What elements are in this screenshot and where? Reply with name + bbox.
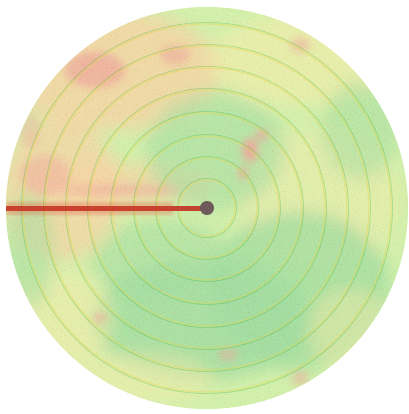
pivot-arm-halo bbox=[6, 202, 173, 215]
pivot-center-marker bbox=[200, 201, 214, 215]
pivot-arm-track bbox=[6, 202, 207, 215]
